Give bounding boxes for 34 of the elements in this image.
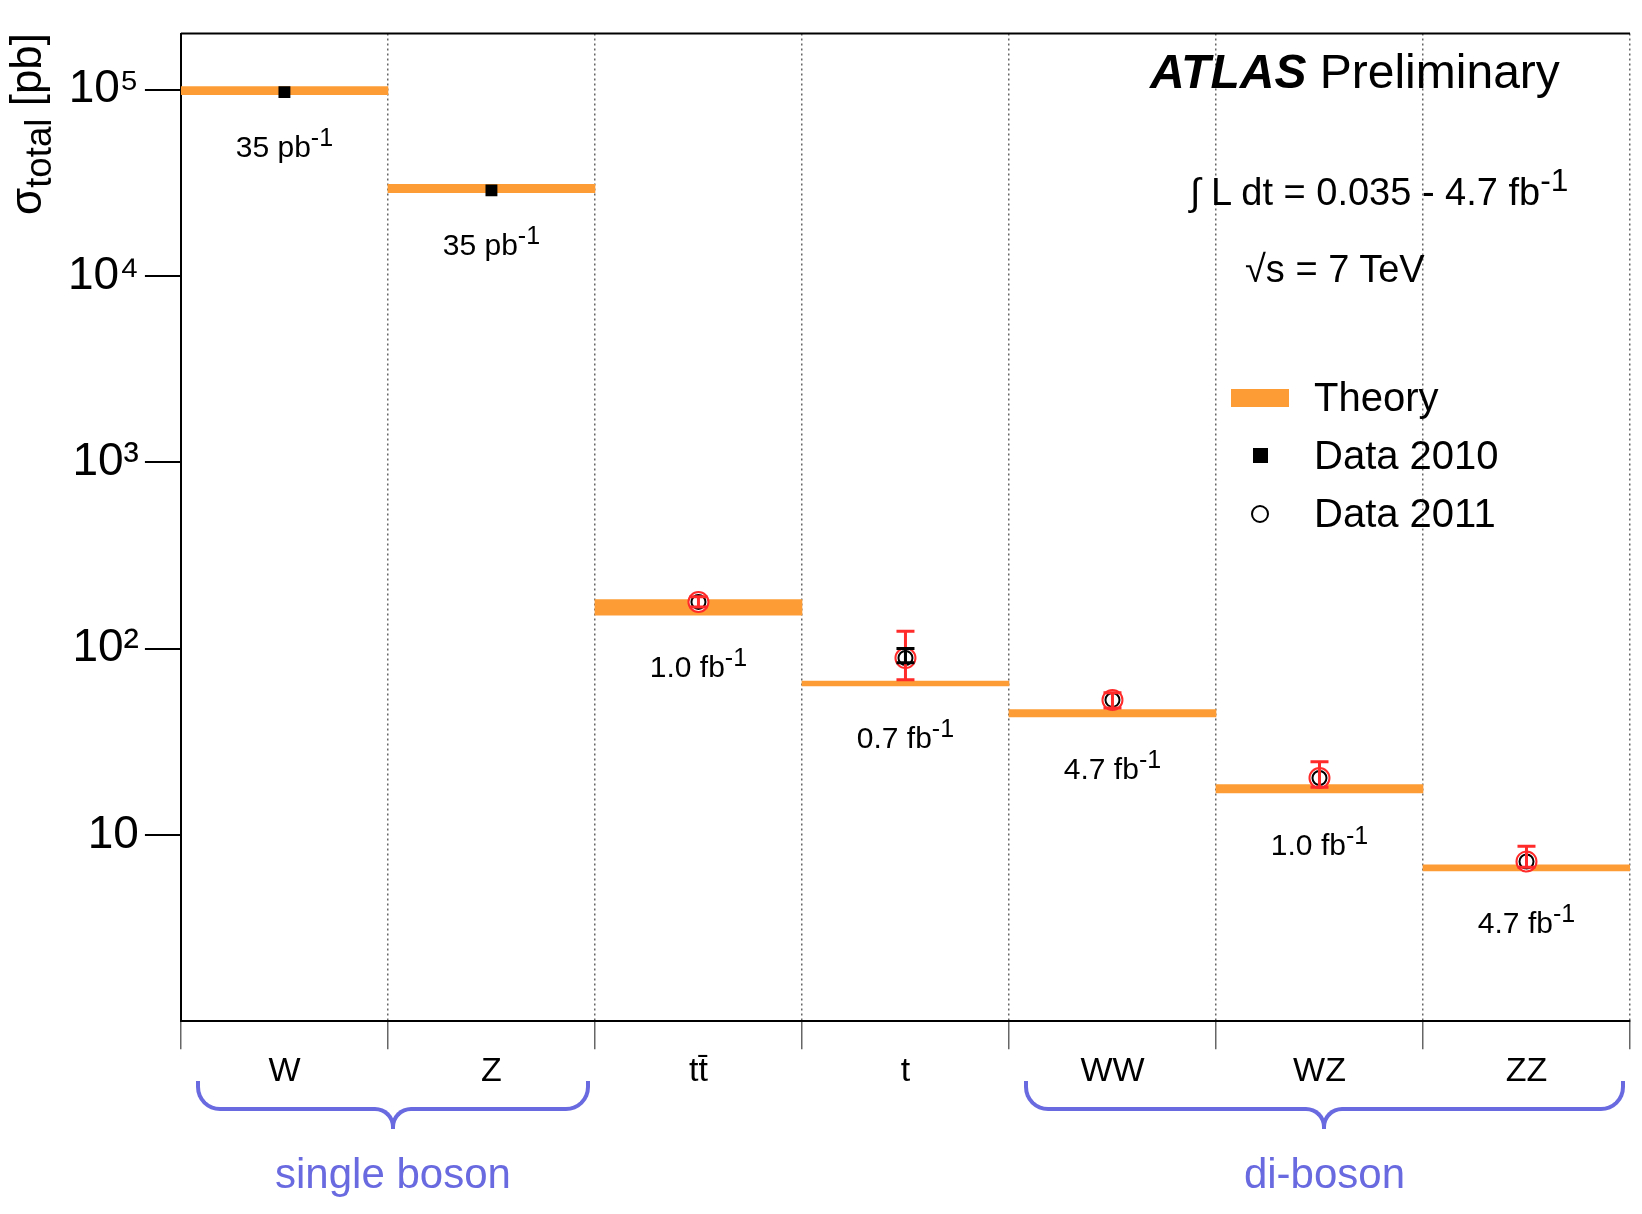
annotation: 4.7 fb$^{-1}$ (1477, 898, 1576, 939)
annotation: 1.0 fb$^{-1}$ (649, 642, 748, 683)
point (278, 86, 291, 99)
bar (1008, 709, 1217, 718)
x-tick-label: W (268, 1049, 301, 1088)
bar (594, 599, 803, 616)
annotation: 35 pb$^{-1}$ (235, 122, 334, 163)
x-tick-label: t (900, 1049, 911, 1088)
bar (387, 184, 596, 194)
x-tick-label: WZ (1293, 1049, 1346, 1088)
y-tick-label: 10 (87, 805, 139, 858)
text: di-boson (1243, 1150, 1406, 1198)
annotation: 4.7 fb$^{-1}$ (1063, 744, 1162, 785)
x-tick-label: Z (481, 1049, 502, 1088)
legend-label: Theory (1314, 375, 1439, 421)
annotation: √s = 7 TeV (1245, 248, 1425, 290)
annotation: 35 pb$^{-1}$ (442, 220, 541, 261)
annotation: ∫ L dt = 0.035 - 4.7 fb$^{-1}$ (1190, 162, 1569, 213)
y-tick-label: 10⁴ (67, 246, 139, 299)
y-tick-label: 10³ (72, 432, 139, 485)
annotation: ATLAS Preliminary (1150, 45, 1560, 98)
text: single boson (275, 1150, 511, 1198)
x-tick-label: tt̄ (689, 1049, 709, 1088)
legend-label: Data 2011 (1314, 491, 1496, 537)
legend-label: Data 2010 (1314, 433, 1499, 479)
y-tick-label: 10⁵ (68, 60, 139, 113)
point (485, 184, 498, 197)
annotation: 0.7 fb$^{-1}$ (856, 713, 955, 754)
x-tick-label: ZZ (1505, 1049, 1548, 1088)
annotation: 1.0 fb$^{-1}$ (1270, 820, 1369, 861)
y-tick-label: 10² (72, 619, 139, 672)
bar (1215, 784, 1424, 794)
x-tick-label: WW (1080, 1049, 1145, 1088)
bar (180, 86, 389, 96)
